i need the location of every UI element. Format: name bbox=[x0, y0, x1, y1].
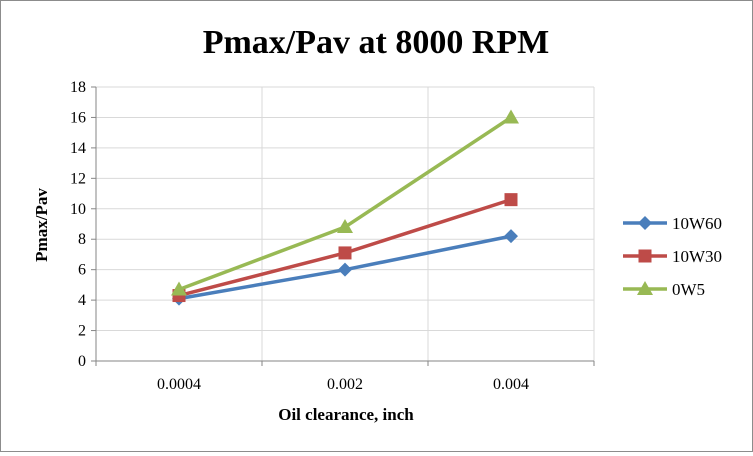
y-tick-label: 6 bbox=[78, 262, 86, 279]
data-point-10w30 bbox=[338, 246, 352, 260]
y-tick-label: 10 bbox=[70, 201, 86, 218]
y-tick-label: 8 bbox=[78, 231, 86, 248]
series-10w30 bbox=[172, 193, 518, 303]
data-point-0w5 bbox=[503, 109, 519, 124]
y-tick-label: 14 bbox=[70, 140, 86, 157]
axes bbox=[91, 86, 595, 366]
x-tick-label: 0.004 bbox=[493, 376, 529, 393]
y-tick-label: 2 bbox=[78, 323, 86, 340]
x-tick-labels: 0.0004 0.002 0.004 bbox=[157, 376, 529, 393]
y-tick-label: 16 bbox=[70, 109, 86, 126]
y-tick-label: 12 bbox=[70, 170, 86, 187]
data-point-0w5 bbox=[171, 281, 187, 296]
y-tick-label: 18 bbox=[70, 79, 86, 96]
legend-marker-10w30 bbox=[638, 249, 652, 263]
x-axis-label: Oil clearance, inch bbox=[278, 405, 414, 424]
legend-item-10w60: 10W60 bbox=[623, 214, 722, 233]
data-point-10w30 bbox=[504, 193, 518, 207]
x-tick-label: 0.0004 bbox=[157, 376, 201, 393]
legend-label-0w5: 0W5 bbox=[672, 280, 705, 299]
series-10w60 bbox=[172, 229, 518, 306]
chart-title: Pmax/Pav at 8000 RPM bbox=[203, 24, 550, 61]
legend-label-10w60: 10W60 bbox=[672, 214, 722, 233]
series-group bbox=[171, 109, 519, 306]
legend-item-0w5: 0W5 bbox=[623, 280, 705, 299]
legend-marker-0w5 bbox=[637, 281, 653, 295]
legend: 10W60 10W30 0W5 bbox=[623, 214, 722, 299]
y-tick-label: 4 bbox=[78, 292, 86, 309]
y-tick-label: 0 bbox=[78, 353, 86, 370]
data-point-10w60 bbox=[504, 229, 518, 244]
data-point-0w5 bbox=[337, 219, 353, 234]
data-point-10w60 bbox=[338, 262, 352, 277]
y-tick-labels: 0 2 4 6 8 10 12 14 16 18 bbox=[70, 79, 86, 370]
series-0w5 bbox=[171, 109, 519, 296]
legend-label-10w30: 10W30 bbox=[672, 247, 722, 266]
x-tick-label: 0.002 bbox=[327, 376, 363, 393]
legend-item-10w30: 10W30 bbox=[623, 247, 722, 266]
y-axis-label: Pmax/Pav bbox=[32, 188, 51, 262]
legend-marker-10w60 bbox=[638, 216, 652, 230]
